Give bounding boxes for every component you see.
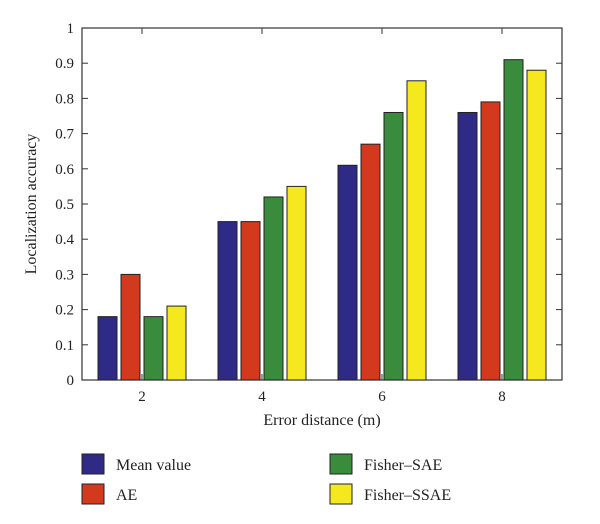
legend-swatch (81, 453, 105, 475)
legend-item-fisher-sae: Fisher–SAE (329, 453, 442, 475)
bar-ae-6 (360, 143, 381, 381)
bar-ae-8 (480, 101, 501, 381)
bar-fisher-sae-8 (503, 59, 524, 381)
x-tick-label: 4 (258, 389, 266, 405)
y-tick-label: 0.9 (55, 56, 74, 72)
legend-label: AE (116, 487, 137, 504)
bar-fisher-ssae-4 (286, 185, 307, 381)
bar-mean-value-2 (97, 316, 118, 381)
legend: Mean value AE Fisher–SAE Fisher–SSAE (81, 453, 451, 505)
y-axis-label: Localization accuracy (23, 134, 40, 275)
bar-fisher-sae-2 (143, 316, 164, 381)
y-tick-label: 0.4 (55, 232, 74, 248)
y-tick-label: 1 (67, 21, 75, 37)
y-tick-label: 0.5 (55, 197, 74, 213)
bar-ae-4 (240, 221, 261, 381)
y-tick-label: 0.8 (55, 91, 74, 107)
x-tick-label: 2 (138, 389, 146, 405)
legend-label: Fisher–SSAE (364, 487, 451, 504)
bar-fisher-sae-6 (383, 111, 404, 381)
legend-item-fisher-ssae: Fisher–SSAE (329, 483, 451, 505)
y-tick-label: 0.6 (55, 162, 74, 178)
bar-fisher-ssae-8 (526, 69, 547, 381)
legend-item-ae: AE (81, 483, 137, 505)
bar-fisher-sae-4 (263, 196, 284, 381)
bar-mean-value-6 (337, 164, 358, 381)
bar-fisher-ssae-6 (406, 80, 427, 381)
x-axis: 2 4 6 8 (138, 28, 506, 405)
y-tick-label: 0.1 (55, 338, 74, 354)
y-tick-label: 0.7 (55, 127, 74, 143)
y-tick-label: 0 (67, 373, 75, 389)
x-axis-label: Error distance (m) (263, 412, 380, 429)
legend-swatch (329, 483, 353, 505)
legend-swatch (329, 453, 353, 475)
bar-mean-value-4 (217, 221, 238, 381)
legend-swatch (81, 483, 105, 505)
legend-label: Fisher–SAE (364, 457, 442, 474)
y-tick-label: 0.3 (55, 267, 74, 283)
y-tick-label: 0.2 (55, 303, 74, 319)
bar-mean-value-8 (457, 111, 478, 381)
bars (97, 59, 547, 381)
bar-ae-2 (120, 273, 141, 381)
legend-label: Mean value (116, 457, 191, 474)
x-tick-label: 8 (498, 389, 506, 405)
legend-item-mean-value: Mean value (81, 453, 191, 475)
x-tick-label: 6 (378, 389, 386, 405)
y-axis: 0 0.1 0.2 0.3 0.4 0.5 0.6 0.7 0.8 0.9 1 (55, 21, 562, 389)
bar-fisher-ssae-2 (166, 305, 187, 381)
